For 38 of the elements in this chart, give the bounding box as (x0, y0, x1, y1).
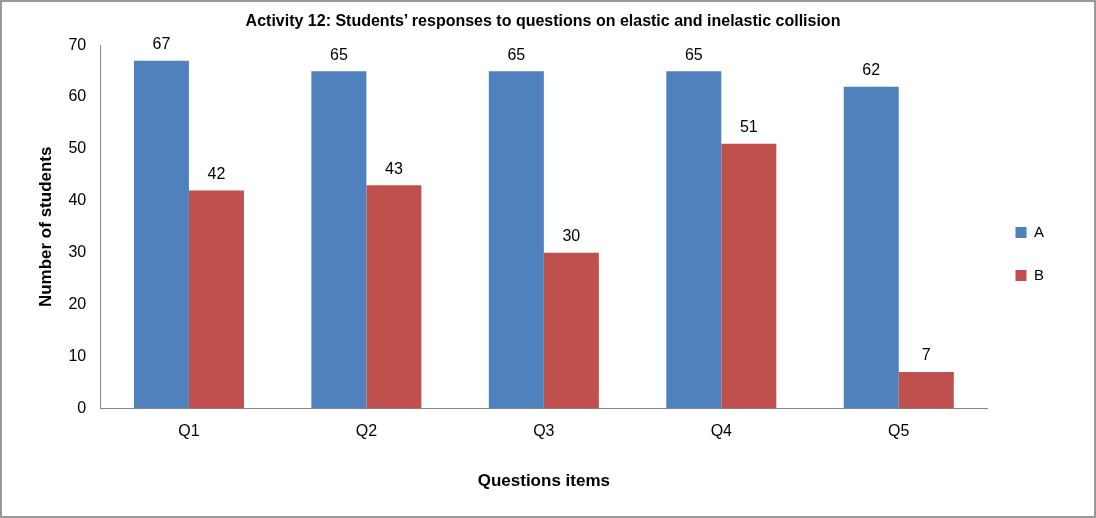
chart-title: Activity 12: Students’ responses to questions on elastic and inelastic collision (245, 12, 841, 30)
y-tick-label: 70 (68, 35, 87, 53)
y-tick-label: 60 (68, 87, 87, 105)
y-tick-label: 10 (68, 346, 87, 364)
x-axis-title: Questions items (477, 471, 610, 491)
legend-label: A (1034, 222, 1045, 240)
bar (666, 71, 722, 409)
data-label: 67 (152, 35, 171, 53)
legend-label: B (1034, 265, 1045, 283)
bar (188, 190, 244, 409)
y-tick-label: 40 (68, 191, 87, 209)
data-label: 65 (329, 45, 348, 63)
data-label: 7 (921, 346, 931, 364)
bar (311, 71, 367, 409)
x-tick-label: Q1 (178, 422, 200, 440)
bar (843, 86, 899, 409)
bar (488, 71, 544, 409)
data-label: 65 (684, 45, 703, 63)
x-tick-label: Q5 (888, 422, 910, 440)
data-label: 51 (739, 118, 758, 136)
data-label: 62 (862, 61, 881, 79)
data-label: 30 (562, 227, 581, 245)
x-tick-label: Q2 (355, 422, 378, 440)
data-label: 43 (384, 159, 403, 177)
bar (543, 252, 599, 409)
y-tick-label: 0 (77, 398, 87, 416)
data-label: 42 (207, 164, 226, 182)
bar (366, 185, 422, 409)
bar (898, 372, 954, 409)
bar (133, 60, 189, 409)
bar (721, 143, 777, 409)
y-tick-label: 30 (68, 243, 87, 261)
y-axis-title: Number of students (35, 146, 55, 308)
x-tick-label: Q3 (533, 422, 555, 440)
y-tick-label: 20 (68, 295, 87, 313)
x-tick-label: Q4 (710, 422, 733, 440)
data-label: 65 (507, 45, 526, 63)
y-tick-label: 50 (68, 139, 87, 157)
